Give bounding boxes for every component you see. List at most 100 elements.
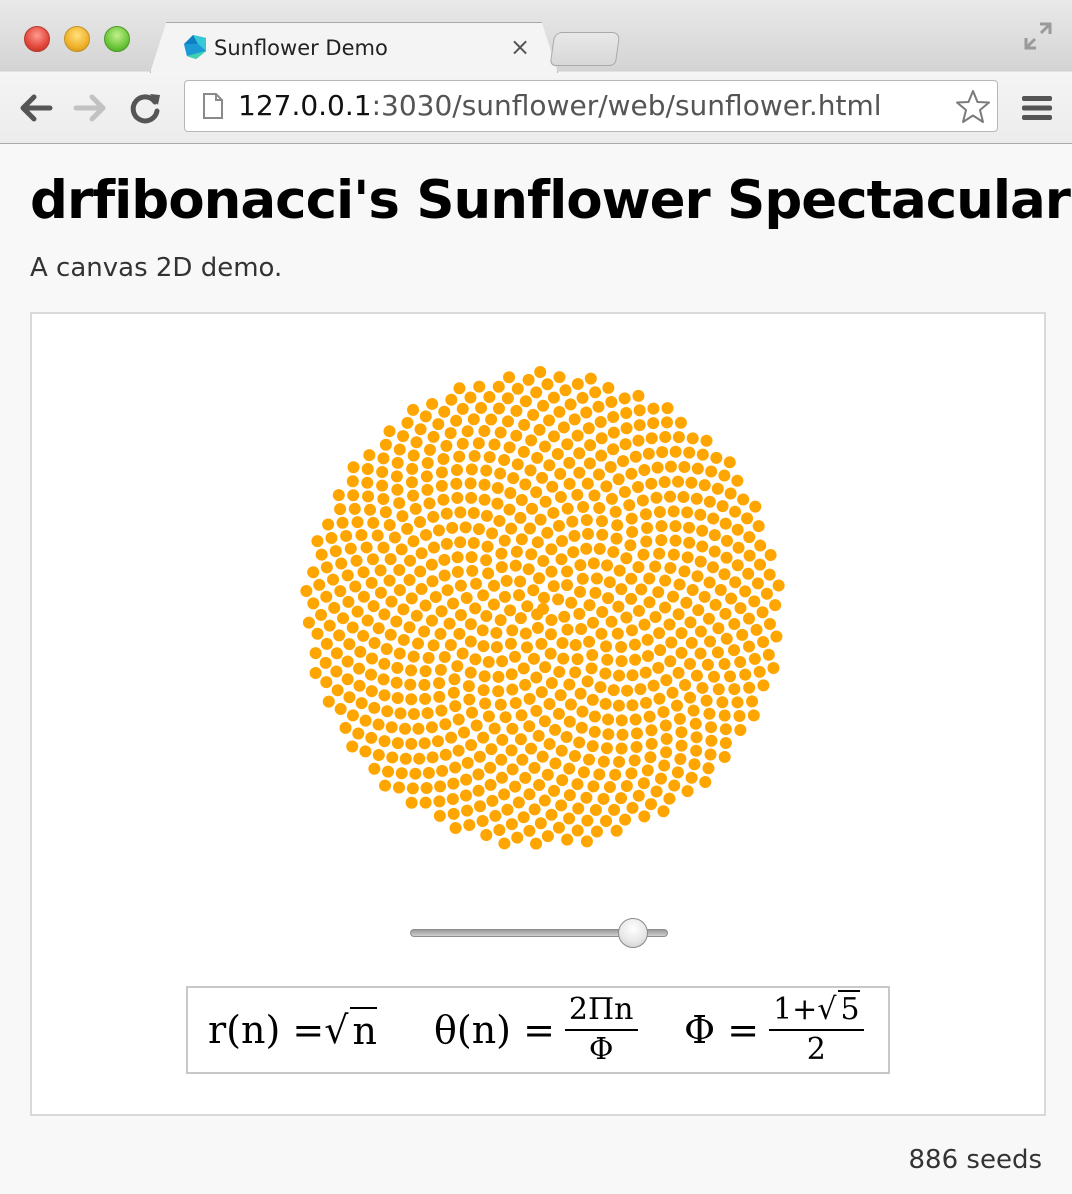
seed [522, 563, 535, 576]
seed [377, 673, 390, 686]
seed [425, 614, 438, 627]
seed [407, 708, 420, 721]
slider-thumb[interactable] [618, 918, 648, 948]
seed [492, 670, 505, 683]
seed [391, 456, 404, 469]
seed [594, 681, 607, 694]
seed [359, 714, 372, 727]
seed [541, 830, 554, 843]
seed [503, 441, 516, 454]
seed [341, 655, 354, 668]
seed [607, 410, 620, 423]
star-icon[interactable] [954, 88, 992, 126]
seed [595, 627, 608, 640]
seed [569, 639, 582, 652]
close-window-button[interactable] [24, 26, 50, 52]
seed [374, 564, 387, 577]
seed [319, 656, 332, 669]
seed [461, 756, 474, 769]
seed [478, 670, 491, 683]
hamburger-menu-icon[interactable] [1020, 92, 1054, 124]
seed [702, 762, 715, 775]
tab-close-icon[interactable]: × [509, 33, 531, 61]
forward-arrow-icon[interactable] [70, 90, 110, 126]
seed [419, 665, 432, 678]
seed [597, 755, 610, 768]
seed [449, 700, 462, 713]
seed [419, 796, 432, 809]
url-path: :3030/sunflower/web/sunflower.html [371, 89, 882, 122]
zoom-window-button[interactable] [104, 26, 130, 52]
seed [650, 491, 663, 504]
seed [476, 814, 489, 827]
address-bar[interactable] [184, 80, 998, 132]
seed [357, 566, 370, 579]
seed [613, 564, 626, 577]
seed [450, 414, 463, 427]
back-arrow-icon[interactable] [16, 90, 56, 126]
seed [501, 415, 514, 428]
seed [372, 718, 385, 731]
seed [393, 647, 406, 660]
seed [720, 551, 733, 564]
seed [506, 683, 519, 696]
seed [698, 479, 711, 492]
seed [574, 687, 587, 700]
seed [528, 803, 541, 816]
seed [524, 464, 537, 477]
tab-title: Sunflower Demo [214, 36, 388, 60]
seed [691, 462, 704, 475]
seed [701, 658, 714, 671]
seed [696, 681, 709, 694]
seed [587, 780, 600, 793]
seed [482, 567, 495, 580]
seed [659, 719, 672, 732]
seed [520, 641, 533, 654]
seed [468, 450, 481, 463]
seed [667, 548, 680, 561]
seed [533, 423, 546, 436]
seed [439, 748, 452, 761]
seed [485, 413, 498, 426]
seed [372, 622, 385, 635]
seed [530, 386, 543, 399]
seed [545, 543, 558, 556]
seed [609, 768, 622, 781]
seed [568, 529, 581, 542]
seed [750, 623, 763, 636]
seed [404, 554, 417, 567]
seed [495, 561, 508, 574]
seed [390, 676, 403, 689]
tab-strip: Sunflower Demo × [0, 0, 1072, 73]
seed [583, 457, 596, 470]
seed-count-slider[interactable] [410, 918, 668, 948]
seed [569, 666, 582, 679]
seed [472, 768, 485, 781]
seed [490, 626, 503, 639]
seed [340, 529, 353, 542]
seed [498, 788, 511, 801]
seed [514, 511, 527, 524]
seed [620, 552, 633, 565]
seed [451, 660, 464, 673]
seed [320, 637, 333, 650]
seed [749, 500, 762, 513]
seed [742, 612, 755, 625]
minimize-window-button[interactable] [64, 26, 90, 52]
slider-track[interactable] [410, 929, 668, 937]
seed [397, 430, 410, 443]
seed [608, 803, 621, 816]
seed [629, 653, 642, 666]
tab-sunflower-demo[interactable] [150, 22, 558, 73]
url-text[interactable]: 127.0.0.1:3030/sunflower/web/sunflower.h… [238, 88, 882, 124]
seed [564, 398, 577, 411]
seed [546, 480, 559, 493]
new-tab-button[interactable] [549, 32, 621, 66]
seed [619, 438, 632, 451]
seed [511, 831, 524, 844]
seed [711, 646, 724, 659]
fullscreen-icon[interactable] [1022, 20, 1054, 52]
seed [462, 680, 475, 693]
reload-icon[interactable] [126, 90, 166, 126]
seed [378, 657, 391, 670]
